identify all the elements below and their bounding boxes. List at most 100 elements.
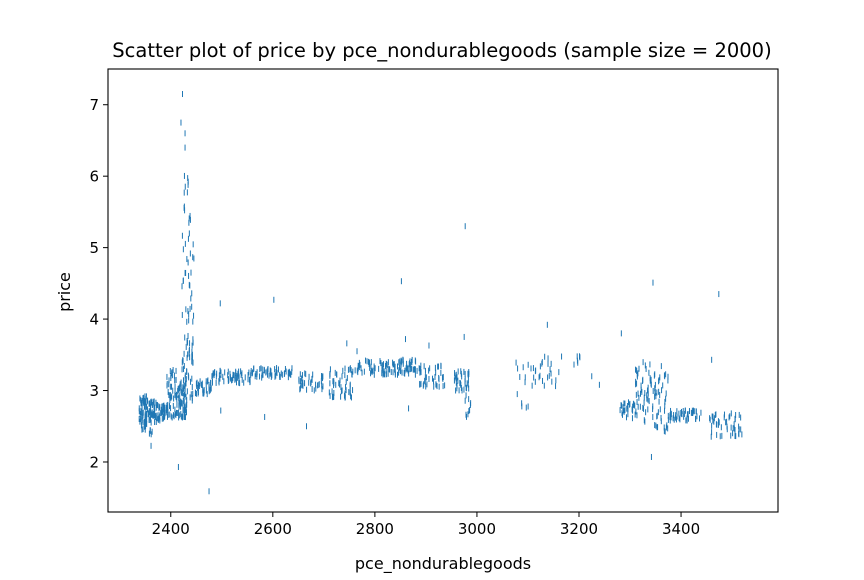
data-point	[302, 382, 304, 389]
data-point	[329, 392, 331, 399]
data-point	[531, 382, 533, 389]
data-point	[632, 403, 634, 410]
data-point	[573, 361, 575, 368]
data-point	[170, 375, 172, 382]
data-point	[373, 368, 375, 375]
data-point	[148, 400, 150, 407]
data-point	[667, 373, 669, 380]
data-point	[178, 414, 180, 421]
data-point	[685, 417, 687, 424]
data-point	[622, 407, 624, 414]
data-point	[344, 365, 346, 372]
data-point	[349, 366, 351, 373]
data-point	[632, 407, 634, 414]
data-point	[218, 379, 220, 386]
data-point	[700, 409, 702, 416]
data-point	[299, 386, 301, 393]
data-point	[665, 424, 667, 431]
data-point	[719, 433, 721, 440]
data-point	[408, 370, 410, 377]
data-point	[711, 429, 713, 436]
data-point	[239, 380, 241, 387]
data-point	[283, 371, 285, 378]
data-point	[460, 368, 462, 375]
data-point	[645, 365, 647, 372]
data-point	[252, 369, 254, 376]
data-point	[144, 422, 146, 429]
data-point	[235, 368, 237, 375]
data-point	[550, 360, 552, 367]
data-point	[464, 223, 466, 230]
data-point	[151, 399, 153, 406]
data-point	[425, 383, 427, 390]
data-point	[315, 385, 317, 392]
data-point	[681, 408, 683, 415]
data-point	[190, 269, 192, 276]
data-point	[711, 422, 713, 429]
data-point	[219, 375, 221, 382]
data-point	[328, 389, 330, 396]
data-point	[187, 351, 189, 358]
data-point	[674, 414, 676, 421]
data-point	[403, 369, 405, 376]
data-point	[623, 408, 625, 415]
data-point	[542, 377, 544, 384]
data-point	[576, 353, 578, 360]
data-point	[170, 413, 172, 420]
data-point	[184, 410, 186, 417]
data-point	[310, 379, 312, 386]
data-point	[516, 391, 518, 398]
data-point	[546, 321, 548, 328]
data-point	[525, 404, 527, 411]
data-point	[143, 419, 145, 426]
data-point	[147, 397, 149, 404]
data-point	[311, 375, 313, 382]
data-point	[182, 377, 184, 384]
data-point	[290, 371, 292, 378]
data-point	[244, 374, 246, 381]
data-point	[656, 413, 658, 420]
data-point	[661, 387, 663, 394]
data-point	[142, 426, 144, 433]
data-point	[397, 371, 398, 378]
data-point	[238, 379, 240, 386]
data-point	[169, 383, 171, 390]
data-point	[148, 430, 150, 437]
data-point	[642, 359, 644, 366]
data-point	[150, 416, 152, 423]
data-point	[393, 361, 395, 368]
data-point	[640, 390, 642, 397]
data-point	[459, 379, 461, 386]
data-point	[179, 387, 181, 394]
data-point	[620, 330, 622, 337]
data-point	[636, 412, 638, 419]
data-point	[329, 366, 331, 373]
data-point	[346, 375, 348, 382]
data-point	[652, 387, 654, 394]
data-point	[190, 378, 192, 385]
data-point	[212, 370, 214, 377]
data-point	[211, 373, 213, 380]
data-point	[173, 413, 175, 420]
data-point	[184, 372, 186, 379]
data-point	[385, 371, 387, 378]
data-point	[313, 387, 315, 394]
data-point	[331, 393, 333, 400]
data-point	[640, 386, 642, 393]
data-point	[256, 369, 258, 376]
data-point	[189, 305, 191, 312]
data-point	[203, 387, 205, 394]
data-point	[306, 386, 308, 393]
data-point	[350, 394, 352, 401]
data-point	[683, 413, 685, 420]
data-point	[166, 404, 168, 411]
data-point	[151, 411, 153, 418]
data-point	[209, 386, 211, 393]
data-point	[238, 368, 240, 375]
data-point	[424, 367, 426, 374]
data-point	[179, 398, 181, 405]
data-point	[284, 365, 286, 372]
data-point	[155, 413, 157, 420]
data-point	[340, 384, 342, 391]
